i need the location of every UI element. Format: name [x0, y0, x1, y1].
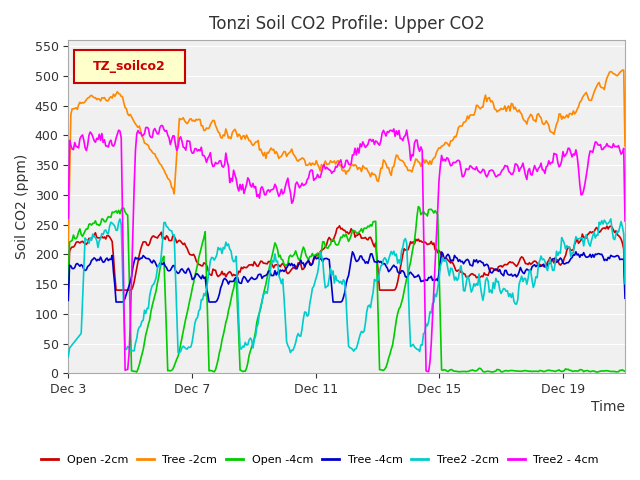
Text: TZ_soilco2: TZ_soilco2: [93, 60, 166, 73]
Legend: Open -2cm, Tree -2cm, Open -4cm, Tree -4cm, Tree2 -2cm, Tree2 - 4cm: Open -2cm, Tree -2cm, Open -4cm, Tree -4…: [36, 451, 604, 469]
X-axis label: Time: Time: [591, 400, 625, 414]
FancyBboxPatch shape: [74, 50, 185, 84]
Title: Tonzi Soil CO2 Profile: Upper CO2: Tonzi Soil CO2 Profile: Upper CO2: [209, 15, 484, 33]
Y-axis label: Soil CO2 (ppm): Soil CO2 (ppm): [15, 154, 29, 259]
